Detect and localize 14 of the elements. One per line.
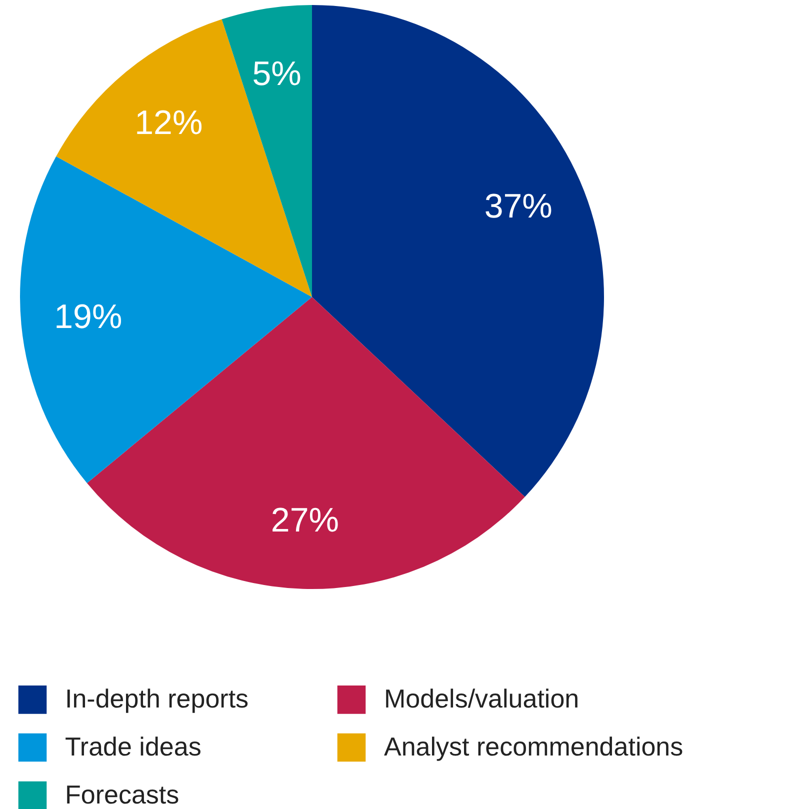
legend-label: Models/valuation: [384, 684, 580, 714]
data-label: 12%: [134, 104, 203, 142]
data-label: 37%: [484, 188, 552, 226]
pie-slice: [312, 5, 604, 497]
legend-label: Trade ideas: [65, 732, 202, 762]
data-label: 27%: [270, 502, 339, 540]
legend-label: Forecasts: [65, 780, 180, 809]
pie-slice: [222, 5, 312, 297]
data-label: 5%: [252, 54, 302, 93]
pie-slice: [56, 19, 312, 297]
legend-label: Analyst recommendations: [384, 732, 684, 762]
legend-label: In-depth reports: [65, 684, 249, 714]
pie-slice: [20, 156, 312, 484]
data-label: 19%: [54, 298, 122, 336]
